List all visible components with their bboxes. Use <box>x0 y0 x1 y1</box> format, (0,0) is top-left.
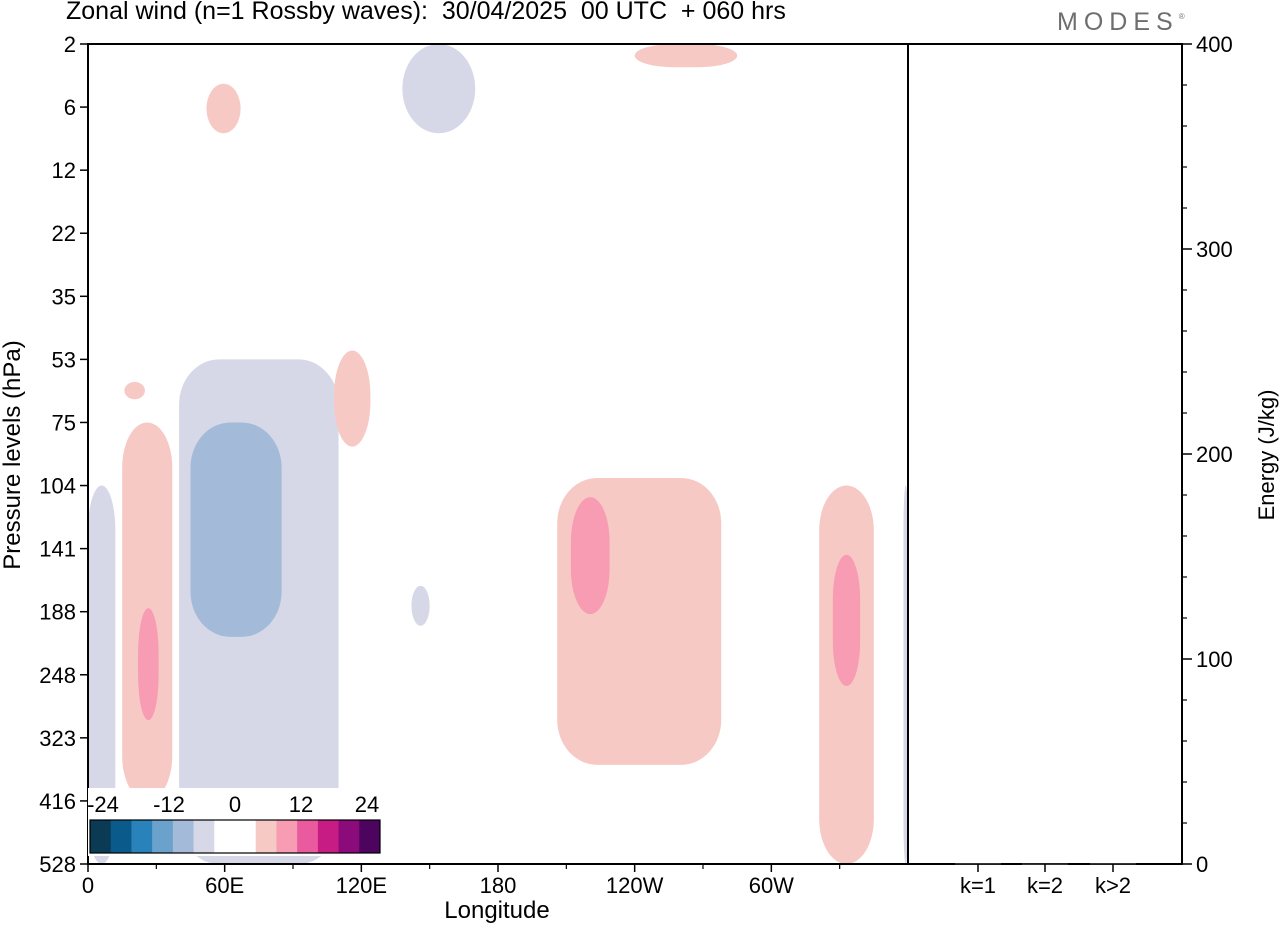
contour-region <box>334 350 371 447</box>
energy-tick-label: 0 <box>1196 852 1208 877</box>
colorbar-swatch <box>152 820 174 853</box>
contour-region <box>634 44 738 68</box>
x-tick-label: 0 <box>82 873 94 898</box>
contour-region <box>832 554 861 687</box>
colorbar-swatch <box>297 820 319 853</box>
colorbar: -24 -12 0 12 24 <box>87 788 382 856</box>
y-tick-label: 2 <box>64 32 76 57</box>
colorbar-swatch <box>235 820 257 853</box>
x-tick-label: 60W <box>749 873 794 898</box>
colorbar-swatch <box>317 820 340 853</box>
y-tick-label: 53 <box>52 347 76 372</box>
colorbar-swatch <box>193 820 215 853</box>
colorbar-label: 24 <box>355 792 379 817</box>
y-tick-label: 248 <box>39 663 76 688</box>
contour-region <box>138 608 159 721</box>
colorbar-label: 0 <box>229 792 241 817</box>
contour-region <box>124 381 145 400</box>
y-tick-label: 416 <box>39 789 76 814</box>
contour-region <box>570 497 610 615</box>
energy-tick-label: 400 <box>1196 32 1233 57</box>
energy-tick-label: 200 <box>1196 442 1233 467</box>
contour-region <box>402 44 476 134</box>
brand-name: MODES <box>1057 8 1179 36</box>
contour-region <box>206 83 241 134</box>
x-tick-label: 120E <box>336 873 387 898</box>
energy-bar <box>955 863 1001 865</box>
colorbar-swatch <box>172 820 195 853</box>
colorbar-swatch <box>338 820 360 853</box>
x-tick-label: 180 <box>480 873 517 898</box>
x-axis-label: Longitude <box>444 897 550 924</box>
colorbar-swatch <box>255 820 277 853</box>
energy-bar <box>1090 863 1136 865</box>
colorbar-swatch <box>214 820 236 853</box>
y-tick-label: 528 <box>39 852 76 877</box>
energy-bar-layer: k=1 k=2 k>2 <box>955 863 1136 898</box>
y-tick-label: 6 <box>64 95 76 120</box>
contour-region <box>903 485 908 864</box>
contour-region <box>411 585 430 626</box>
y-tick-label: 104 <box>39 474 76 499</box>
colorbar-swatch <box>110 820 132 853</box>
category-label: k>2 <box>1095 873 1131 898</box>
contour-layer <box>88 44 908 864</box>
registered-mark: ® <box>1178 12 1185 21</box>
colorbar-label: 12 <box>289 792 313 817</box>
x-tick-label: 120W <box>606 873 664 898</box>
contour-region <box>88 485 116 864</box>
y-tick-label: 22 <box>52 221 76 246</box>
colorbar-label: -24 <box>87 792 119 817</box>
y-tick-label: 323 <box>39 726 76 751</box>
y-tick-label: 141 <box>39 537 76 562</box>
category-label: k=1 <box>960 873 996 898</box>
contour-region <box>190 422 282 637</box>
colorbar-swatch <box>131 820 153 853</box>
energy-tick-label: 100 <box>1196 647 1233 672</box>
colorbar-swatch <box>359 820 381 853</box>
chart-title: Zonal wind (n=1 Rossby waves): 30/04/202… <box>66 0 786 25</box>
brand-logo: MODES® <box>1057 8 1185 37</box>
colorbar-label: -12 <box>153 792 185 817</box>
colorbar-swatch <box>90 820 112 853</box>
x-tick-label: 60E <box>205 873 244 898</box>
y-tick-label: 12 <box>52 158 76 183</box>
y-tick-label: 35 <box>52 284 76 309</box>
energy-tick-label: 300 <box>1196 237 1233 262</box>
colorbar-swatch <box>276 820 298 853</box>
colorbar-frame <box>89 819 381 854</box>
y-tick-label: 188 <box>39 600 76 625</box>
category-label: k=2 <box>1027 873 1063 898</box>
y-tick-label: 75 <box>52 410 76 435</box>
